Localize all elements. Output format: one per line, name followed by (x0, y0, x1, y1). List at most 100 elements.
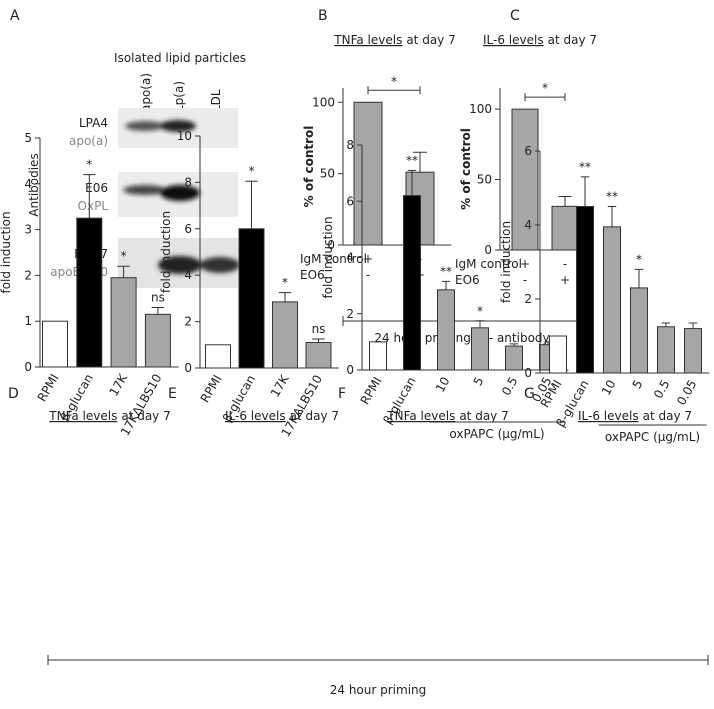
title-part: at day 7 (643, 409, 692, 423)
annotation: ** (579, 160, 591, 174)
bar (144, 313, 171, 368)
chart-title: IL-6 levels at day 7 (225, 409, 339, 423)
bar (630, 287, 648, 374)
row-label: EO6 (300, 268, 325, 282)
title-part: TNFa levels (333, 33, 402, 47)
title-part: TNFa levels (48, 409, 117, 423)
annotation: * (282, 276, 288, 290)
x-tick-label: 17K (268, 372, 292, 400)
title-part: IL-6 levels (225, 409, 286, 423)
bar (603, 226, 621, 374)
y-tick-label: 3 (24, 223, 32, 237)
row-mark: + (363, 252, 373, 266)
y-tick-label: 0 (346, 363, 354, 377)
title-part: at day 7 (459, 409, 508, 423)
group-label: oxPAPC (µg/mL) (605, 430, 700, 444)
error-bar (634, 268, 644, 288)
bracket (47, 655, 709, 665)
bar (684, 328, 702, 374)
y-tick-label: 2 (184, 315, 192, 329)
annotation: ns (312, 322, 326, 336)
x-tick-label: 10 (433, 375, 453, 395)
row-mark: + (560, 273, 570, 287)
bar (576, 206, 594, 374)
y-tick-label: 2 (24, 268, 32, 282)
lane-label: apo(a) (139, 73, 153, 112)
error-bar (475, 320, 485, 328)
row-label: IgM control (455, 257, 522, 271)
bar (305, 341, 332, 369)
chart-title: TNFa levels at day 7 (333, 33, 455, 47)
y-tick-label: 50 (320, 167, 335, 181)
annotation: * (121, 249, 127, 263)
bar (369, 341, 387, 371)
y-axis-label: % of control (302, 126, 316, 208)
y-tick-label: 5 (24, 131, 32, 145)
side-label: Antibodies (27, 153, 41, 216)
y-tick-label: 100 (469, 102, 492, 116)
x-tick-label: 5 (471, 375, 487, 389)
panel-letter: G (524, 386, 535, 402)
error-bar (558, 195, 572, 207)
error-bar (661, 322, 671, 327)
target-label: apo(a) (69, 134, 108, 148)
error-bar (117, 265, 130, 278)
annotation: * (86, 158, 92, 172)
y-tick-label: 6 (524, 144, 532, 158)
bar (42, 320, 68, 368)
title-part: at day 7 (290, 409, 339, 423)
bar (549, 335, 567, 374)
y-tick-label: 0 (524, 366, 532, 380)
significance-bracket (524, 93, 566, 102)
chart-title: IL-6 levels at day 7 (483, 33, 597, 47)
group-label: oxPAPC (µg/mL) (449, 427, 544, 441)
error-bar (413, 151, 427, 173)
y-tick-label: 50 (477, 173, 492, 187)
bar (403, 195, 421, 371)
panel-letter: F (338, 386, 346, 402)
y-tick-label: 10 (177, 129, 192, 143)
bar (437, 289, 455, 371)
bar (657, 326, 675, 374)
bracket-label: 24 hour priming +/- antibody (374, 331, 549, 345)
title-part: IL-6 levels (483, 33, 544, 47)
title-part: at day 7 (406, 33, 455, 47)
panel-letter: B (318, 8, 328, 24)
x-tick-label: RPMI (358, 375, 385, 408)
bar (205, 344, 231, 369)
bar (272, 301, 298, 369)
row-label: IgM control (300, 252, 367, 266)
title-part: TNFa levels (386, 409, 455, 423)
y-axis-label: fold induction (321, 216, 335, 298)
error-bar (245, 180, 258, 229)
y-tick-label: 2 (524, 292, 532, 306)
error-bar (278, 292, 292, 302)
annotation: ** (406, 153, 418, 167)
error-bar (312, 338, 325, 343)
y-tick-label: 0 (327, 238, 335, 252)
annotation: ** (440, 264, 452, 278)
error-bar (509, 343, 519, 347)
y-tick-label: 2 (346, 307, 354, 321)
blot-image (118, 108, 240, 288)
antibody-label: LPA4 (79, 116, 108, 130)
row-mark: - (563, 257, 567, 271)
y-tick-label: 100 (312, 95, 335, 109)
chart-title: IL-6 levels at day 7 (578, 409, 692, 423)
y-tick-label: 8 (184, 175, 192, 189)
bar (76, 217, 103, 368)
error-bar (580, 176, 590, 207)
error-bar (607, 206, 617, 227)
row-mark: - (366, 268, 370, 282)
y-tick-label: 4 (346, 251, 354, 265)
panel-letter: A (10, 8, 20, 24)
title-part: at day 7 (548, 33, 597, 47)
chart-title: TNFa levels at day 7 (386, 409, 508, 423)
bar (511, 108, 539, 251)
panel-letter: D (8, 386, 19, 402)
error-bar (407, 169, 417, 196)
title-part: at day 7 (121, 409, 170, 423)
significance: * (391, 74, 397, 88)
y-tick-label: 4 (524, 218, 532, 232)
